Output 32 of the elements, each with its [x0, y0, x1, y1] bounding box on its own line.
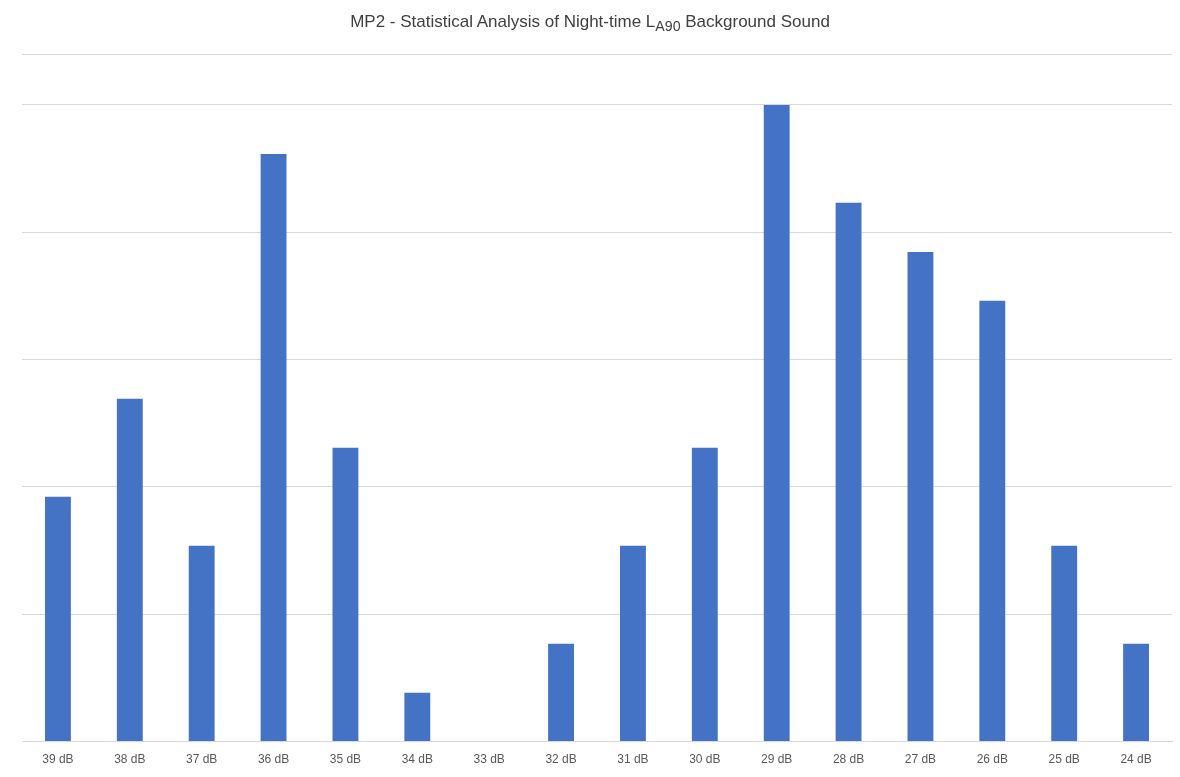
bar — [620, 545, 646, 742]
bar — [404, 692, 431, 742]
x-tick-label: 31 dB — [617, 752, 649, 767]
x-tick-label: 30 dB — [689, 752, 721, 767]
x-tick-label: 37 dB — [186, 752, 218, 767]
x-tick-label: 39 dB — [42, 752, 74, 767]
bar — [1051, 545, 1078, 742]
bar — [45, 496, 71, 742]
x-tick-label: 32 dB — [545, 752, 577, 767]
x-tick-label: 28 dB — [832, 752, 865, 767]
bar — [835, 202, 862, 742]
bar — [907, 251, 934, 742]
bar — [260, 153, 287, 742]
bar — [979, 300, 1006, 742]
x-tick-label: 27 dB — [904, 752, 937, 767]
bar — [548, 643, 574, 742]
x-tick-label: 33 dB — [473, 752, 505, 767]
x-tick-label: 38 dB — [114, 752, 146, 767]
bar — [1123, 643, 1149, 742]
x-tick-label: 36 dB — [257, 752, 290, 767]
chart-title: MP2 - Statistical Analysis of Night-time L$_{A90}$ Background Sound — [349, 11, 831, 37]
bar — [188, 545, 215, 742]
x-tick-label: 29 dB — [761, 752, 793, 767]
x-tick-label: 25 dB — [1048, 752, 1080, 767]
bar — [116, 398, 143, 742]
x-tick-label: 26 dB — [976, 752, 1008, 767]
x-tick-label: 35 dB — [329, 752, 362, 767]
x-tick-label: 34 dB — [401, 752, 433, 767]
bar — [332, 447, 359, 742]
bar — [763, 104, 790, 742]
bar — [691, 447, 718, 742]
x-tick-label: 24 dB — [1120, 752, 1152, 767]
